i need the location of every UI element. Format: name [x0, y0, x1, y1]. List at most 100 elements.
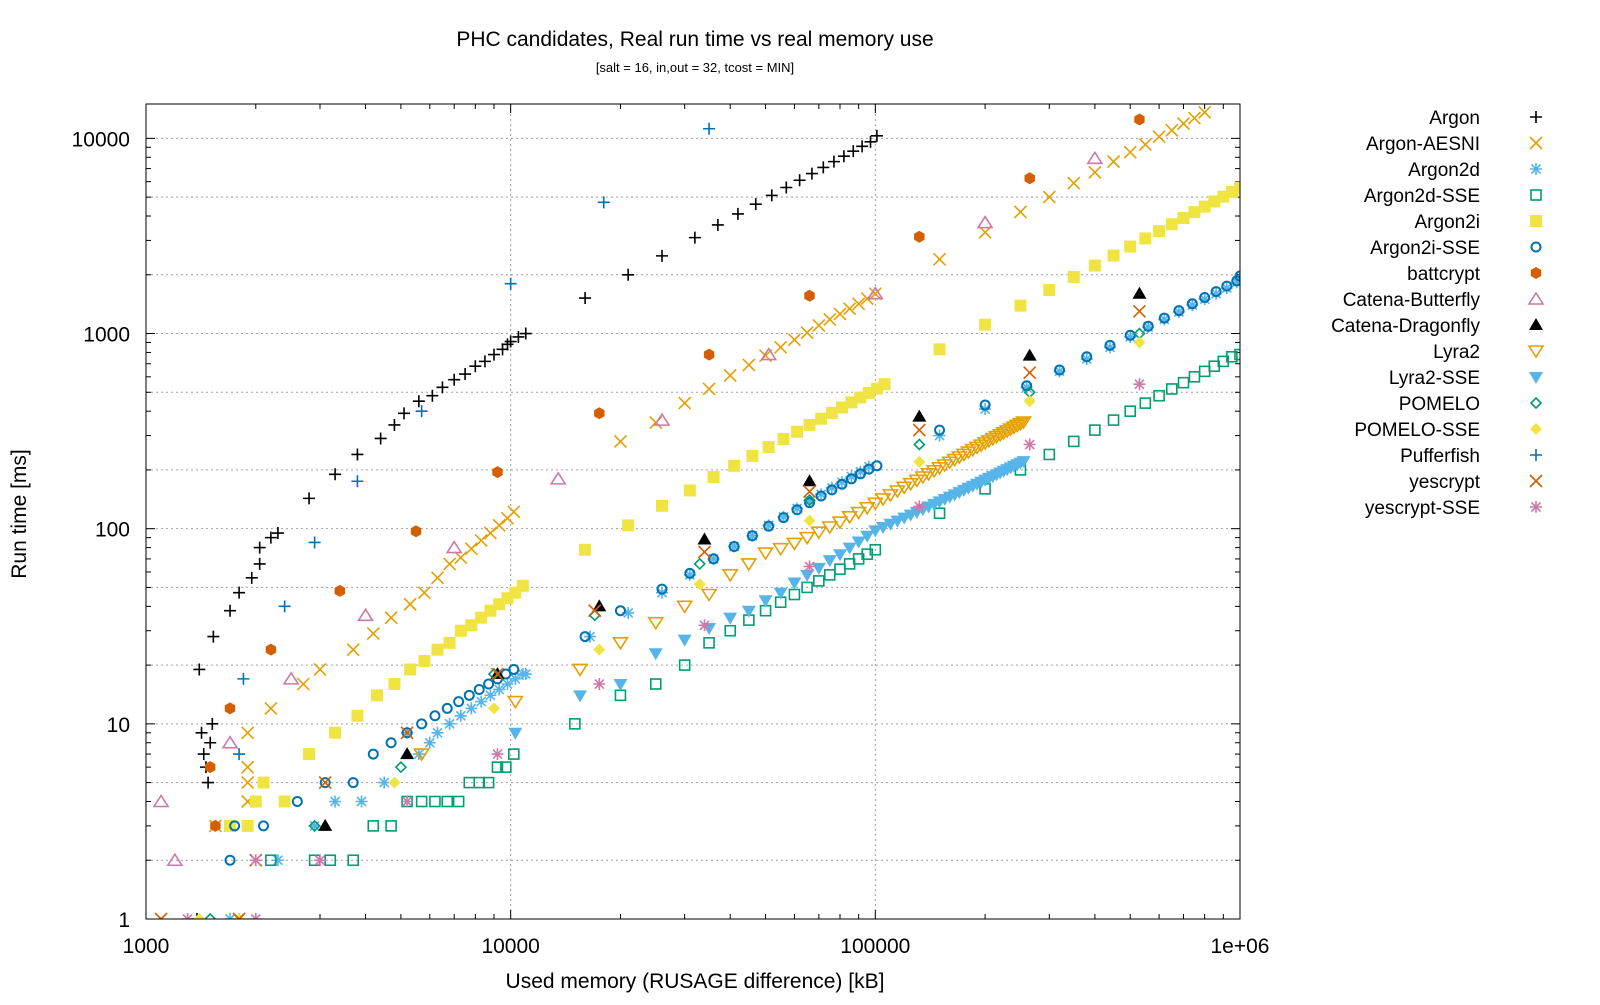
data-point-argon2d-sse — [649, 678, 662, 690]
data-point-argon — [478, 355, 491, 368]
data-point-argon — [253, 557, 266, 570]
data-point-lyra2 — [1002, 423, 1020, 437]
data-point-argon — [847, 145, 860, 158]
x-tick-label: 100000 — [840, 935, 910, 958]
data-point-argon2d-sse — [491, 761, 504, 773]
data-point-catena-butterfly — [221, 735, 239, 749]
data-point-argon-aesni — [812, 318, 826, 333]
data-point-argon2d — [862, 460, 875, 473]
data-point-argon — [827, 155, 840, 168]
data-point-argon-aesni — [1176, 117, 1191, 131]
data-point-argon-aesni — [932, 252, 947, 266]
series-pomelo-sse — [193, 336, 1146, 919]
data-point-battcrypt — [1024, 172, 1035, 185]
data-point-pomelo-sse — [803, 514, 816, 527]
data-point-lyra2 — [998, 425, 1016, 439]
data-point-pomelo-sse — [193, 913, 206, 919]
data-point-argon2d — [683, 568, 696, 581]
legend-label-battcrypt: battcrypt — [1407, 264, 1481, 285]
data-point-yescrypt-sse — [491, 748, 504, 761]
data-point-yescrypt-sse — [313, 854, 326, 867]
data-point-pufferfish — [237, 672, 250, 685]
data-point-yescrypt — [318, 776, 332, 790]
data-point-argon2i-sse — [453, 696, 465, 708]
data-point-argon — [448, 373, 461, 386]
data-point-argon2i-sse — [1231, 275, 1240, 287]
data-point-argon2d-sse — [265, 854, 277, 867]
data-point-argon2d — [762, 519, 775, 532]
data-point-yescrypt — [1132, 304, 1147, 318]
legend-label-argon2i-sse: Argon2i-SSE — [1370, 238, 1480, 259]
data-point-argon-aesni — [1123, 145, 1137, 159]
data-point-argon2d-sse — [429, 795, 441, 808]
legend-label-yescrypt-sse: yescrypt-SSE — [1365, 498, 1480, 519]
data-point-battcrypt — [594, 407, 605, 420]
legend-marker-argon-aesni — [1529, 136, 1543, 150]
legend-label-lyra2: Lyra2 — [1433, 342, 1480, 363]
data-point-argon — [329, 468, 342, 481]
data-point-catena-butterfly — [445, 540, 463, 554]
data-point-argon2i — [579, 543, 592, 556]
data-point-argon2i-sse — [934, 424, 946, 436]
data-point-argon2d-sse — [703, 637, 715, 649]
data-point-lyra2 — [895, 481, 913, 495]
data-point-lyra2 — [676, 600, 694, 614]
data-point-lyra2-sse — [648, 648, 663, 661]
legend-marker-catena-butterfly — [1527, 291, 1545, 305]
data-point-argon — [817, 161, 830, 174]
data-point-catena-dragonfly — [802, 474, 817, 487]
data-point-argon2d-sse — [813, 575, 825, 587]
data-point-argon2i — [1107, 249, 1120, 262]
data-point-argon2i-sse — [1210, 286, 1222, 298]
data-point-argon2d — [1053, 365, 1066, 378]
data-point-argon-aesni — [678, 396, 692, 410]
data-point-yescrypt — [232, 912, 246, 919]
y-tick-label: 100 — [95, 519, 130, 542]
data-point-argon2d — [443, 717, 456, 730]
data-point-argon2i — [404, 663, 417, 676]
data-point-yescrypt — [912, 423, 926, 437]
data-point-argon2d — [1198, 293, 1211, 306]
data-point-argon — [501, 338, 514, 351]
legend-label-argon2d: Argon2d — [1408, 160, 1480, 181]
data-point-argon2i-sse — [441, 702, 453, 714]
data-point-argon2d — [1186, 299, 1199, 312]
data-point-lyra2 — [959, 446, 977, 460]
data-point-argon2d — [777, 510, 790, 523]
data-point-argon — [193, 663, 206, 676]
data-point-argon — [519, 327, 532, 340]
legend-label-argon2i: Argon2i — [1415, 212, 1481, 233]
chart-title: PHC candidates, Real run time vs real me… — [456, 28, 933, 51]
data-point-argon2i — [443, 636, 456, 649]
legend-marker-argon2d-sse — [1530, 189, 1542, 201]
data-point-argon2i — [933, 343, 946, 356]
data-point-lyra2-sse — [573, 690, 588, 703]
data-point-lyra2-sse — [876, 522, 891, 535]
data-point-argon — [426, 389, 439, 402]
legend-marker-catena-dragonfly — [1529, 318, 1543, 330]
data-point-argon — [206, 717, 219, 730]
data-points — [152, 105, 1240, 919]
data-point-argon-aesni — [384, 611, 398, 625]
data-point-lyra2 — [889, 485, 906, 499]
data-point-lyra2 — [757, 547, 775, 561]
data-point-argon2d-sse — [869, 543, 882, 556]
data-point-argon2d — [728, 540, 741, 553]
legend-marker-yescrypt-sse — [1530, 501, 1542, 513]
data-point-lyra2 — [721, 569, 739, 583]
data-point-argon-aesni — [454, 551, 468, 565]
data-point-argon-aesni — [1106, 155, 1121, 169]
data-point-argon2i — [979, 318, 992, 331]
data-point-argon2i-sse — [473, 683, 485, 695]
data-point-argon2i-sse — [416, 718, 428, 730]
data-point-argon2i-sse — [224, 854, 236, 866]
data-point-lyra2 — [1005, 421, 1023, 435]
data-point-argon2i-sse — [1081, 351, 1093, 363]
data-point-argon-aesni — [787, 333, 801, 347]
data-point-argon-aesni — [313, 662, 327, 677]
data-point-argon2i — [1177, 211, 1190, 224]
data-point-argon-aesni — [443, 557, 457, 571]
y-tick-label: 1 — [118, 909, 130, 932]
legend-marker-lyra2-sse — [1529, 372, 1543, 384]
data-point-argon2i — [1165, 218, 1178, 231]
